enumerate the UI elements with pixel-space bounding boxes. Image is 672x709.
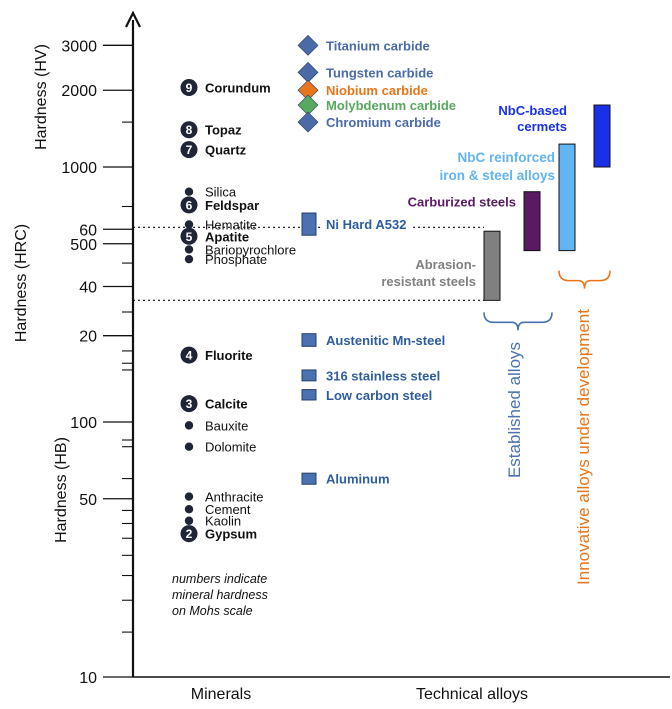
x-category-technical-alloys: Technical alloys [416,686,528,703]
alloy-marker-aluminum [301,472,317,485]
hv-axis-title: Hardness (HV) [33,44,50,150]
mineral-point-kaolin [184,516,194,525]
carbide-label-tungsten-carbide: Tungsten carbide [326,65,433,80]
mineral-label-kaolin: Kaolin [205,514,241,529]
mohs-badge-apatite [180,227,198,245]
mineral-point-bauxite [184,421,194,430]
mohs-number-topaz: 8 [186,123,193,137]
range-bar-label-1-0: Carburized steels [408,195,516,210]
mineral-label-corundum: Corundum [205,81,271,96]
range-bar-label-2-0: NbC reinforced [457,150,555,165]
mineral-point-hematite [184,220,194,229]
y-tick-label-3: 500 [70,237,97,254]
mineral-label-bariopyrochlore: Bariopyrochlore [205,242,296,257]
mohs-number-gypsum: 2 [186,527,193,541]
alloy-marker-low-carbon-steel [301,389,317,401]
y-tick-label-6: 20 [79,329,97,346]
carbide-diamond-chromium-carbide [297,111,319,133]
mineral-label-dolomite: Dolomite [205,440,256,455]
mohs-badge-topaz [180,121,198,139]
mineral-point-silica [184,187,194,196]
mohs-badge-calcite [180,395,198,413]
range-bar-3 [593,104,611,168]
y-tick-label-2: 1000 [61,160,97,177]
y-tick-label-5: 40 [79,279,97,296]
alloy-label-low-carbon-steel: Low carbon steel [326,388,432,403]
mineral-point-bariopyrochlore [184,245,194,254]
alloy-marker-austenitic-mn-steel [301,333,317,347]
hb-axis-title: Hardness (HB) [53,437,70,543]
mineral-label-feldspar: Feldspar [205,198,259,213]
y-tick-label-1: 2000 [61,83,97,100]
range-bar-label-0-1: resistant steels [381,274,476,289]
mohs-note-line-3: on Mohs scale [172,604,253,618]
mohs-badge-feldspar [180,196,198,214]
mineral-label-silica: Silica [205,185,237,200]
innovative-alloys-label: Innovative alloys under development [574,309,593,585]
x-category-minerals: Minerals [191,686,251,703]
mohs-badge-quartz [180,141,198,159]
mineral-label-bauxite: Bauxite [205,418,248,433]
alloy-label-ni-hard-a532: Ni Hard A532 [326,217,406,232]
mineral-label-apatite: Apatite [205,229,249,244]
mineral-label-cement: Cement [205,502,251,517]
mineral-label-calcite: Calcite [205,397,248,412]
mineral-label-quartz: Quartz [205,143,247,158]
y-tick-label-9: 10 [79,670,97,687]
mineral-point-cement [184,505,194,514]
alloy-label-austenitic-mn-steel: Austenitic Mn-steel [326,333,445,348]
mineral-label-phosphate: Phosphate [205,252,267,267]
range-bar-0 [483,230,501,301]
alloy-marker-316-stainless-steel [301,369,317,382]
mohs-number-calcite: 3 [186,397,193,411]
mohs-number-apatite: 5 [186,230,193,244]
range-bar-label-2-1: iron & steel alloys [439,168,555,183]
range-bar-label-3-1: cermets [517,119,567,134]
mohs-number-fluorite: 4 [186,349,193,363]
innovative-alloys-bracket [558,270,611,289]
mineral-point-dolomite [184,442,194,451]
y-axis-arrow [125,10,141,28]
mohs-badge-gypsum [180,525,198,543]
y-tick-label-8: 50 [79,492,97,509]
established-alloys-bracket [483,312,553,331]
range-bar-label-3-0: NbC-based [498,103,567,118]
range-bar-label-0-0: Abrasion- [415,257,476,272]
alloy-marker-ni-hard-a532 [301,212,317,236]
mohs-badge-corundum [180,79,198,97]
mohs-number-quartz: 7 [186,143,193,157]
mineral-label-fluorite: Fluorite [205,348,253,363]
mineral-label-hematite: Hematite [205,217,257,232]
range-bar-2 [558,143,576,252]
mohs-note-line-2: mineral hardness [172,588,268,602]
carbide-label-titanium-carbide: Titanium carbide [326,38,430,53]
range-bar-1 [523,191,541,252]
mineral-point-phosphate [184,254,194,264]
hrc-axis-title: Hardness (HRC) [13,224,30,342]
mohs-number-feldspar: 6 [186,198,193,212]
carbide-label-niobium-carbide: Niobium carbide [326,83,428,98]
y-tick-label-7: 100 [70,415,97,432]
alloy-label-316-stainless-steel: 316 stainless steel [326,368,440,383]
ni-hard-label-background [322,217,411,233]
mohs-badge-fluorite [180,346,198,364]
carbide-label-molybdenum-carbide: Molybdenum carbide [326,98,456,113]
mineral-label-gypsum: Gypsum [205,527,257,542]
mohs-note-line-1: numbers indicate [172,572,267,586]
mohs-number-corundum: 9 [186,81,193,95]
mineral-point-anthracite [184,492,194,501]
y-tick-label-4: 60 [79,222,97,239]
carbide-label-chromium-carbide: Chromium carbide [326,115,441,130]
carbide-diamond-titanium-carbide [297,34,319,56]
y-tick-label-0: 3000 [61,38,97,55]
mineral-label-topaz: Topaz [205,123,242,138]
alloy-label-aluminum: Aluminum [326,472,390,487]
carbide-diamond-tungsten-carbide [297,61,319,83]
established-alloys-label: Established alloys [505,342,524,478]
mineral-label-anthracite: Anthracite [205,490,264,505]
